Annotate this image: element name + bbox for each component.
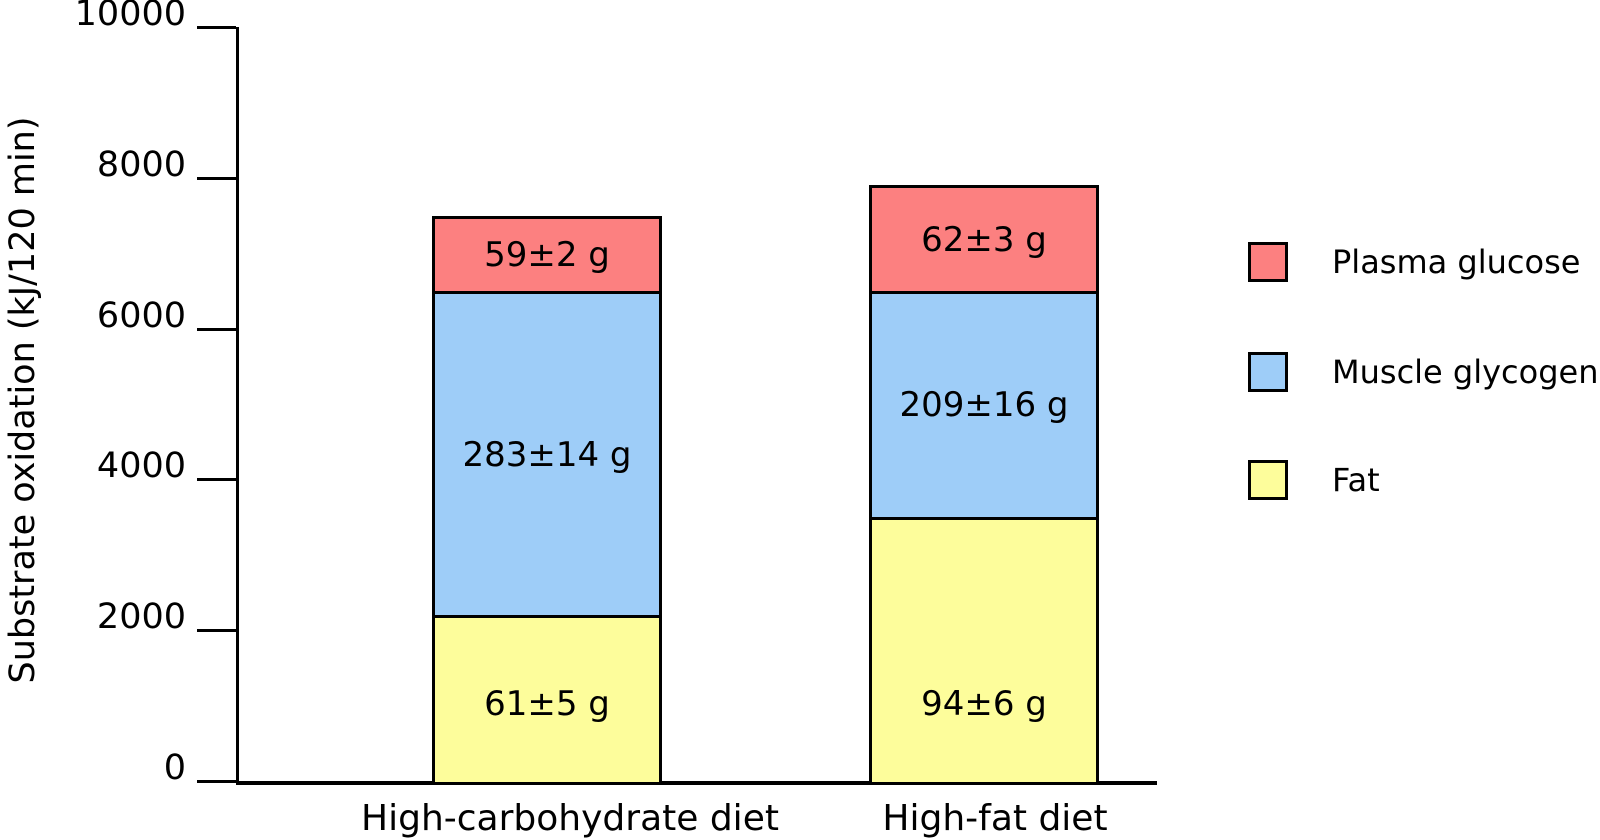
bar-segment-label: 59±2 g (484, 234, 610, 275)
bar-segment-fat: 61±5 g (432, 615, 662, 785)
bar-segment-label: 61±5 g (484, 683, 610, 724)
legend-swatch-fat (1248, 460, 1288, 500)
y-tick-label: 6000 (96, 295, 186, 336)
bar-segment-label: 209±16 g (899, 385, 1069, 426)
y-tick-mark (197, 629, 236, 633)
category-label-high-fat-diet: High-fat diet (882, 798, 1108, 839)
bar-segment-muscle-glycogen: 283±14 g (432, 290, 662, 619)
y-tick-mark (197, 780, 236, 783)
y-tick-label: 2000 (96, 597, 186, 638)
y-tick-label: 8000 (96, 144, 186, 185)
y-tick-mark (197, 26, 236, 29)
category-label-high-carbohydrate-diet: High-carbohydrate diet (361, 798, 779, 839)
y-tick-label: 0 (163, 748, 186, 788)
bar-segment-label: 283±14 g (462, 434, 632, 475)
y-tick-label: 4000 (96, 446, 186, 487)
legend-swatch-plasma-glucose (1248, 242, 1288, 282)
bar-segment-fat: 94±6 g (869, 517, 1099, 785)
y-tick-mark (197, 327, 236, 331)
y-tick-mark (197, 478, 236, 482)
bar-segment-plasma-glucose: 59±2 g (432, 215, 662, 294)
y-tick-label: 10000 (74, 0, 186, 34)
legend-label-fat: Fat (1332, 461, 1380, 499)
legend-label-muscle-glycogen: Muscle glycogen (1332, 353, 1599, 391)
y-axis-line (236, 27, 239, 785)
legend-label-plasma-glucose: Plasma glucose (1332, 243, 1581, 281)
bar-segment-muscle-glycogen: 209±16 g (869, 290, 1099, 521)
legend-swatch-muscle-glycogen (1248, 352, 1288, 392)
bar-segment-label: 62±3 g (921, 219, 1047, 260)
bar-segment-label: 94±6 g (921, 683, 1047, 724)
y-tick-mark (197, 176, 236, 180)
bar-segment-plasma-glucose: 62±3 g (869, 185, 1099, 294)
x-axis-line (236, 781, 1157, 785)
